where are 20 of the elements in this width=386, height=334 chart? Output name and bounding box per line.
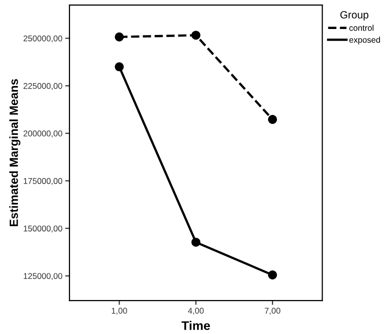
legend-title: Group <box>340 11 368 21</box>
y-axis-title: Estimated Marginal Means <box>9 79 20 226</box>
x-tick-label: 4,00 <box>188 308 204 315</box>
point <box>114 32 124 42</box>
point <box>268 270 278 280</box>
legend-label: control <box>349 24 374 31</box>
legend-label: exposed <box>349 36 380 44</box>
y-tick-label: 250000,00 <box>24 35 62 42</box>
point <box>191 30 200 40</box>
point <box>191 238 200 247</box>
y-tick-label: 200000,00 <box>24 130 62 138</box>
y-tick-label: 175000,00 <box>24 178 62 185</box>
y-tick-label: 225000,00 <box>24 83 62 90</box>
y-tick-label: 125000,00 <box>24 273 62 280</box>
x-tick-label: 1,00 <box>112 308 128 315</box>
point <box>268 114 278 124</box>
x-axis-title: Time <box>182 320 210 330</box>
point <box>114 62 124 72</box>
y-tick-label: 150000,00 <box>24 226 62 232</box>
x-tick-label: 7,00 <box>264 308 280 315</box>
